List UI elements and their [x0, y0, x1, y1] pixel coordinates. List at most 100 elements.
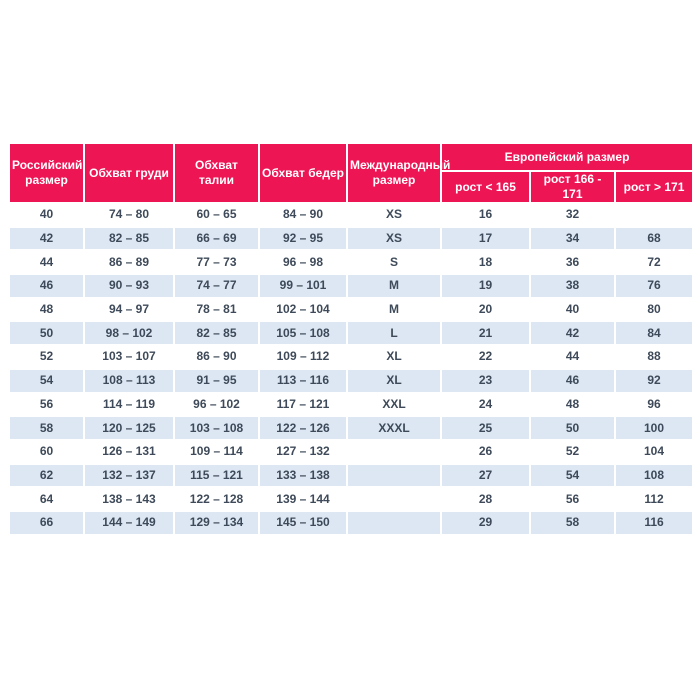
table-cell: 38: [529, 273, 616, 299]
table-cell: [346, 462, 442, 489]
table-row: 58 120 – 125 103 – 108 122 – 126 XXXL 25 50 100: [8, 415, 695, 441]
header-chest: Обхват груди: [83, 142, 175, 204]
table-cell: 144 – 149: [83, 509, 175, 536]
table-cell: 17: [440, 225, 531, 252]
table-cell: 105 – 108: [258, 320, 348, 347]
table-cell: 40: [529, 296, 616, 323]
table-cell: 32: [529, 202, 616, 228]
table-cell: XS: [346, 202, 442, 228]
table-cell: 34: [529, 225, 616, 252]
table-cell: 138 – 143: [83, 486, 175, 512]
table-cell: 108: [613, 462, 695, 489]
table-cell: 92: [613, 367, 695, 394]
table-cell: 84 – 90: [258, 202, 348, 228]
table-cell: 25: [440, 415, 531, 441]
header-international-size: Международный размер: [346, 142, 450, 204]
table-cell: 96 – 98: [258, 249, 348, 276]
table-cell: 122 – 126: [258, 415, 348, 441]
table-cell: 48: [8, 296, 85, 323]
table-cell: 21: [440, 320, 531, 347]
table-cell: L: [346, 320, 442, 347]
table-cell: 64: [8, 486, 85, 512]
table-cell: 114 – 119: [83, 391, 175, 418]
table-row: 46 90 – 93 74 – 77 99 – 101 M 19 38 76: [8, 273, 695, 299]
table-row: 64 138 – 143 122 – 128 139 – 144 28 56 112: [8, 486, 695, 512]
table-cell: 50: [8, 320, 85, 347]
table-cell: 58: [529, 509, 616, 536]
table-cell: 120 – 125: [83, 415, 175, 441]
table-row: 40 74 – 80 60 – 65 84 – 90 XS 16 32: [8, 202, 695, 228]
table-cell: 139 – 144: [258, 486, 348, 512]
header-height-gt-171: рост > 171: [613, 170, 695, 204]
table-cell: 74 – 77: [173, 273, 260, 299]
table-cell: XL: [346, 367, 442, 394]
table-cell: 52: [529, 438, 616, 465]
table-cell: 44: [529, 344, 616, 370]
table-cell: [346, 438, 442, 465]
table-cell: 66 – 69: [173, 225, 260, 252]
table-cell: 77 – 73: [173, 249, 260, 276]
table-cell: 24: [440, 391, 531, 418]
table-cell: 46: [529, 367, 616, 394]
table-cell: 96 – 102: [173, 391, 260, 418]
table-cell: 72: [613, 249, 695, 276]
table-cell: 108 – 113: [83, 367, 175, 394]
table-cell: 22: [440, 344, 531, 370]
table-cell: 122 – 128: [173, 486, 260, 512]
table-cell: 27: [440, 462, 531, 489]
table-row: 66 144 – 149 129 – 134 145 – 150 29 58 116: [8, 509, 695, 536]
table-row: 56 114 – 119 96 – 102 117 – 121 XXL 24 48 96: [8, 391, 695, 418]
table-cell: 126 – 131: [83, 438, 175, 465]
table-cell: [346, 509, 442, 536]
table-cell: 86 – 90: [173, 344, 260, 370]
table-cell: [613, 202, 695, 228]
table-cell: 19: [440, 273, 531, 299]
table-cell: XXXL: [346, 415, 442, 441]
table-cell: 109 – 114: [173, 438, 260, 465]
table-cell: 58: [8, 415, 85, 441]
table-cell: 100: [613, 415, 695, 441]
table-cell: 94 – 97: [83, 296, 175, 323]
table-cell: 44: [8, 249, 85, 276]
header-european-size-group: Европейский размер: [439, 142, 695, 172]
table-cell: 117 – 121: [258, 391, 348, 418]
table-cell: 145 – 150: [258, 509, 348, 536]
table-cell: 66: [8, 509, 85, 536]
header-row-sub: рост < 165 рост 166 - 171 рост > 171: [9, 170, 695, 204]
table-row: 42 82 – 85 66 – 69 92 – 95 XS 17 34 68: [8, 225, 695, 252]
table-cell: 78 – 81: [173, 296, 260, 323]
table-cell: M: [346, 296, 442, 323]
table-cell: 92 – 95: [258, 225, 348, 252]
table-cell: 84: [613, 320, 695, 347]
table-cell: [346, 486, 442, 512]
table-cell: XS: [346, 225, 442, 252]
table-cell: 54: [8, 367, 85, 394]
table-cell: 56: [8, 391, 85, 418]
table-cell: 102 – 104: [258, 296, 348, 323]
table-cell: 56: [529, 486, 616, 512]
table-cell: 90 – 93: [83, 273, 175, 299]
table-cell: 52: [8, 344, 85, 370]
table-row: 52 103 – 107 86 – 90 109 – 112 XL 22 44 88: [8, 344, 695, 370]
table-cell: XXL: [346, 391, 442, 418]
table-row: 50 98 – 102 82 – 85 105 – 108 L 21 42 84: [8, 320, 695, 347]
table-cell: 133 – 138: [258, 462, 348, 489]
table-cell: 26: [440, 438, 531, 465]
table-cell: 42: [529, 320, 616, 347]
table-row: 54 108 – 113 91 – 95 113 – 116 XL 23 46 92: [8, 367, 695, 394]
table-cell: 103 – 107: [83, 344, 175, 370]
table-cell: 40: [8, 202, 85, 228]
table-header: Российский размер Обхват груди Обхват та…: [8, 142, 695, 204]
table-cell: 48: [529, 391, 616, 418]
header-russian-size: Российский размер: [8, 142, 85, 204]
table-cell: 86 – 89: [83, 249, 175, 276]
table-cell: 113 – 116: [258, 367, 348, 394]
table-cell: 16: [440, 202, 531, 228]
table-cell: 23: [440, 367, 531, 394]
table-cell: 129 – 134: [173, 509, 260, 536]
table-cell: 103 – 108: [173, 415, 260, 441]
table-cell: 112: [613, 486, 695, 512]
table-cell: 20: [440, 296, 531, 323]
table-cell: 127 – 132: [258, 438, 348, 465]
